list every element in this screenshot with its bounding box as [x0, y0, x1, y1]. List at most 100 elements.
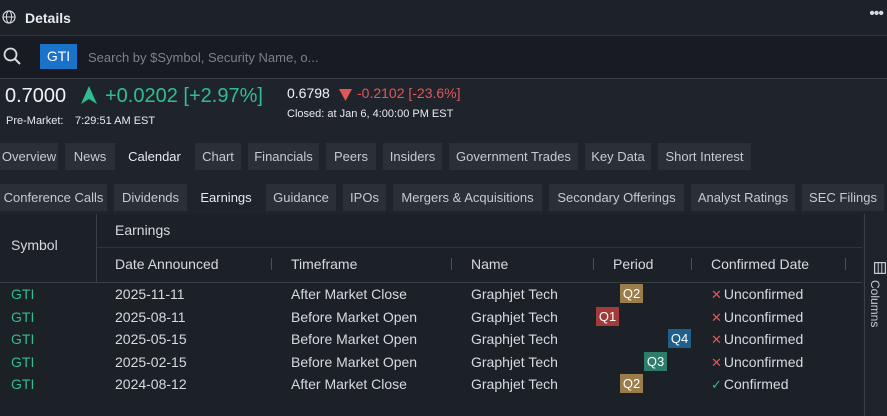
- confirmed-status: Unconfirmed: [723, 309, 804, 325]
- table-row[interactable]: GTI 2024-08-12 After Market Close Graphj…: [0, 372, 862, 394]
- date-cell: 2025-02-15: [115, 354, 187, 370]
- tab-government-trades[interactable]: Government Trades: [449, 143, 578, 170]
- last-price: 0.7000: [5, 85, 67, 107]
- search-icon[interactable]: [3, 47, 21, 65]
- period-badge: Q3: [644, 352, 667, 371]
- confirmed-status: Unconfirmed: [723, 286, 804, 302]
- period-badge: Q2: [620, 374, 643, 393]
- more-icon[interactable]: •••: [869, 5, 884, 22]
- symbol-cell[interactable]: GTI: [11, 309, 35, 325]
- date-cell: 2025-05-15: [115, 331, 187, 347]
- premarket-label: Pre-Market:: [6, 115, 64, 127]
- columns-icon[interactable]: [874, 262, 886, 274]
- timeframe-cell: Before Market Open: [291, 309, 418, 325]
- tab-sec-filings[interactable]: SEC Filings: [802, 184, 884, 211]
- arrow-up-icon: [81, 86, 97, 104]
- confirmed-cell: ✕ Unconfirmed: [711, 309, 803, 326]
- period-badge: Q1: [596, 307, 619, 326]
- table-row[interactable]: GTI 2025-05-15 Before Market Open Graphj…: [0, 327, 862, 349]
- tab-conference-calls[interactable]: Conference Calls: [0, 184, 107, 211]
- symbol-column-header[interactable]: Symbol: [11, 237, 58, 253]
- closed-label: Closed: at Jan 6, 4:00:00 PM EST: [287, 108, 454, 120]
- tab-insiders[interactable]: Insiders: [383, 143, 442, 170]
- quote-panel: 0.7000 +0.0202 [+2.97%] Pre-Market: 7:29…: [0, 80, 887, 138]
- confirmed-cell: ✓ Confirmed: [711, 376, 789, 393]
- tab-guidance[interactable]: Guidance: [266, 184, 336, 211]
- search-bar: GTI: [0, 36, 887, 79]
- timeframe-cell: After Market Close: [291, 286, 407, 302]
- column-header-confirmed-date[interactable]: Confirmed Date: [711, 256, 810, 272]
- symbol-cell[interactable]: GTI: [11, 376, 35, 392]
- column-resize-handle[interactable]: [271, 258, 272, 270]
- tab-key-data[interactable]: Key Data: [585, 143, 651, 170]
- column-header-name[interactable]: Name: [471, 256, 509, 272]
- close-change: -0.2102 [-23.6%]: [357, 85, 461, 101]
- tab-calendar[interactable]: Calendar: [121, 143, 188, 170]
- tab-short-interest[interactable]: Short Interest: [658, 143, 751, 170]
- window-title: Details: [25, 10, 71, 26]
- columns-panel-label[interactable]: Columns: [868, 280, 882, 328]
- date-cell: 2025-11-11: [115, 286, 185, 302]
- arrow-down-icon: [339, 89, 352, 101]
- table-row[interactable]: GTI 2025-11-11 After Market Close Graphj…: [0, 282, 862, 304]
- search-input[interactable]: [88, 46, 388, 68]
- column-header-period[interactable]: Period: [613, 256, 654, 272]
- earnings-group-header: Earnings: [115, 222, 171, 238]
- tab-overview[interactable]: Overview: [0, 143, 58, 170]
- tab-earnings[interactable]: Earnings: [193, 184, 259, 211]
- globe-icon: [2, 10, 16, 24]
- confirmed-cell: ✕ Unconfirmed: [711, 331, 803, 348]
- confirmed-status: Confirmed: [723, 376, 789, 392]
- tab-news[interactable]: News: [65, 143, 115, 170]
- period-badge: Q2: [620, 284, 643, 303]
- premarket-time: 7:29:51 AM EST: [75, 115, 156, 127]
- timeframe-cell: Before Market Open: [291, 331, 418, 347]
- title-bar: Details •••: [0, 0, 887, 36]
- price-change: +0.0202 [+2.97%]: [105, 85, 263, 107]
- header-divider: [97, 247, 862, 248]
- timeframe-cell: After Market Close: [291, 376, 407, 392]
- name-cell: Graphjet Tech: [471, 354, 558, 370]
- tab-chart[interactable]: Chart: [195, 143, 241, 170]
- close-icon: ✕: [711, 355, 722, 370]
- columns-panel[interactable]: [864, 214, 887, 416]
- timeframe-cell: Before Market Open: [291, 354, 418, 370]
- close-icon: ✕: [711, 310, 722, 325]
- header-bottom-border: [0, 282, 862, 283]
- name-cell: Graphjet Tech: [471, 376, 558, 392]
- name-cell: Graphjet Tech: [471, 331, 558, 347]
- symbol-cell[interactable]: GTI: [11, 354, 35, 370]
- column-resize-handle[interactable]: [691, 258, 692, 270]
- date-cell: 2025-08-11: [115, 309, 186, 325]
- tab-analyst-ratings[interactable]: Analyst Ratings: [691, 184, 795, 211]
- tab-ipos[interactable]: IPOs: [343, 184, 386, 211]
- date-cell: 2024-08-12: [115, 376, 187, 392]
- ticker-chip[interactable]: GTI: [40, 44, 77, 69]
- tab-financials[interactable]: Financials: [248, 143, 319, 170]
- symbol-cell[interactable]: GTI: [11, 286, 35, 302]
- table-row[interactable]: GTI 2025-02-15 Before Market Open Graphj…: [0, 350, 862, 372]
- confirmed-status: Unconfirmed: [723, 331, 804, 347]
- column-resize-handle[interactable]: [451, 258, 452, 270]
- close-price: 0.6798: [287, 85, 330, 101]
- column-resize-handle[interactable]: [593, 258, 594, 270]
- close-icon: ✕: [711, 287, 722, 302]
- name-cell: Graphjet Tech: [471, 286, 558, 302]
- tab-dividends[interactable]: Dividends: [114, 184, 187, 211]
- period-badge: Q4: [668, 329, 691, 348]
- pinned-column-divider: [96, 214, 97, 282]
- table-row[interactable]: GTI 2025-08-11 Before Market Open Graphj…: [0, 305, 862, 327]
- confirmed-cell: ✕ Unconfirmed: [711, 286, 803, 303]
- close-icon: ✕: [711, 332, 722, 347]
- tab-mergers-acquisitions[interactable]: Mergers & Acquisitions: [393, 184, 542, 211]
- column-resize-handle[interactable]: [845, 258, 846, 270]
- tab-secondary-offerings[interactable]: Secondary Offerings: [549, 184, 684, 211]
- confirmed-cell: ✕ Unconfirmed: [711, 354, 803, 371]
- confirmed-status: Unconfirmed: [723, 354, 804, 370]
- column-header-date-announced[interactable]: Date Announced: [115, 256, 219, 272]
- column-header-timeframe[interactable]: Timeframe: [291, 256, 358, 272]
- name-cell: Graphjet Tech: [471, 309, 558, 325]
- symbol-cell[interactable]: GTI: [11, 331, 35, 347]
- tab-peers[interactable]: Peers: [326, 143, 376, 170]
- check-icon: ✓: [711, 377, 722, 392]
